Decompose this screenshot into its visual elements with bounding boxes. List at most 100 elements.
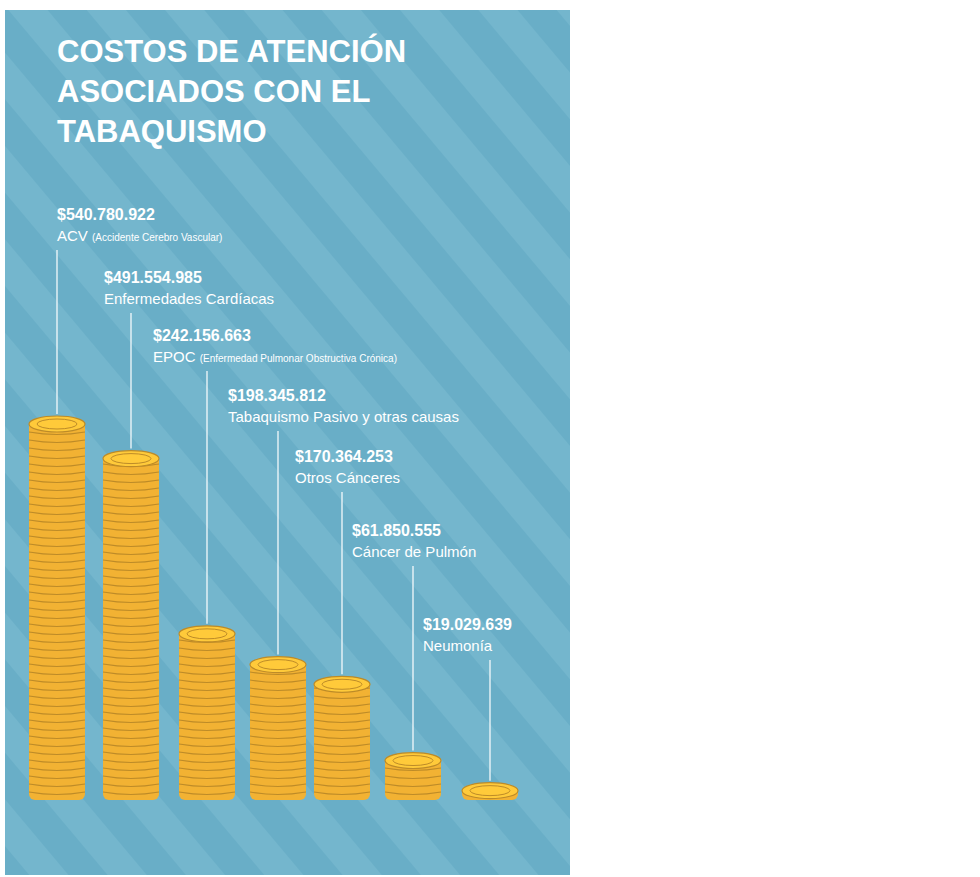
coin-edge (29, 496, 85, 499)
data-label: $19.029.639 (423, 616, 512, 633)
coin-edge (29, 440, 85, 443)
coin-top (314, 676, 370, 692)
coin-edge (103, 664, 159, 667)
coin-edge (250, 792, 306, 795)
coin-stack (29, 416, 85, 800)
coin-edge (250, 704, 306, 707)
bar (314, 680, 370, 800)
category-label: ACV (Accidente Cerebro Vascular) (57, 227, 222, 244)
coin-edge (29, 504, 85, 507)
coin-edge (29, 680, 85, 683)
coin-edge (103, 616, 159, 619)
coin-edge (103, 712, 159, 715)
leader-line (341, 492, 342, 674)
coin-edge (179, 720, 235, 723)
labels: $540.780.922 ACV (Accidente Cerebro Vascu… (57, 206, 512, 781)
coin-edge (314, 736, 370, 739)
plot-area (29, 416, 518, 800)
coin-edge (29, 784, 85, 787)
bar (29, 420, 85, 800)
coin-edge (103, 560, 159, 563)
leader-line (206, 371, 207, 624)
coin-edge (179, 736, 235, 739)
coin-edge (29, 488, 85, 491)
coin-edge (103, 584, 159, 587)
category-label: Neumonía (423, 637, 493, 654)
coin-edge (103, 480, 159, 483)
coin-edge (250, 736, 306, 739)
coin-edge (103, 632, 159, 635)
coin-edge (179, 744, 235, 747)
coin-edge (103, 680, 159, 683)
coin-edge (29, 520, 85, 523)
coin-edge (29, 664, 85, 667)
coin-edge (103, 784, 159, 787)
coin-edge (250, 696, 306, 699)
bar (250, 661, 306, 800)
coin-edge (29, 648, 85, 651)
coin-edge (250, 784, 306, 787)
category-label: Cáncer de Pulmón (352, 543, 476, 560)
coin-edge (103, 544, 159, 547)
coin-edge (103, 768, 159, 771)
coin-edge (29, 712, 85, 715)
coin-stack (250, 657, 306, 800)
coin-edge (29, 720, 85, 723)
coin-edge (29, 584, 85, 587)
coin-ring (393, 756, 433, 766)
coin-edge (103, 552, 159, 555)
coin-edge (314, 744, 370, 747)
panel-background (5, 10, 570, 875)
coin-top (29, 416, 85, 432)
coin-edge (179, 648, 235, 651)
coin-edge (29, 480, 85, 483)
coin-edge (29, 608, 85, 611)
data-label: $491.554.985 (104, 269, 202, 286)
coin-edge (179, 656, 235, 659)
coin-edge (314, 760, 370, 763)
coin-edge (179, 784, 235, 787)
coin-edge (29, 632, 85, 635)
coin-edge (250, 744, 306, 747)
coin-edge (103, 688, 159, 691)
coin-edge (29, 696, 85, 699)
coin-edge (29, 744, 85, 747)
coin-edge (385, 776, 441, 779)
coin-edge (179, 776, 235, 779)
coin-edge (314, 712, 370, 715)
coin-edge (103, 496, 159, 499)
coin-edge (29, 768, 85, 771)
coin-edge (250, 768, 306, 771)
coin-top (179, 626, 235, 642)
data-label: $540.780.922 (57, 206, 155, 223)
coin-edge (314, 720, 370, 723)
coin-edge (29, 512, 85, 515)
coin-ring (37, 419, 77, 429)
coin-edge (179, 704, 235, 707)
coin-ring (111, 454, 151, 464)
coin-edge (103, 528, 159, 531)
coin-edge (29, 672, 85, 675)
coin-top (250, 657, 306, 673)
coin-ring (322, 679, 362, 689)
coin-edge (103, 536, 159, 539)
coin-edge (314, 776, 370, 779)
coin-edge (179, 728, 235, 731)
coin-edge (179, 672, 235, 675)
coin-edge (29, 568, 85, 571)
coin-edge (250, 712, 306, 715)
coin-edge (103, 576, 159, 579)
coin-edge (103, 624, 159, 627)
coin-edge (314, 696, 370, 699)
coin-edge (103, 776, 159, 779)
coin-edge (103, 672, 159, 675)
coin-edge (179, 664, 235, 667)
category-label: EPOC (Enfermedad Pulmonar Obstructiva Cr… (153, 348, 397, 365)
coin-edge (103, 720, 159, 723)
coin-edge (29, 544, 85, 547)
coin-edge (103, 752, 159, 755)
category-label: Tabaquismo Pasivo y otras causas (228, 408, 459, 425)
coin-edge (29, 472, 85, 475)
coin-edge (103, 504, 159, 507)
coin-edge (179, 680, 235, 683)
